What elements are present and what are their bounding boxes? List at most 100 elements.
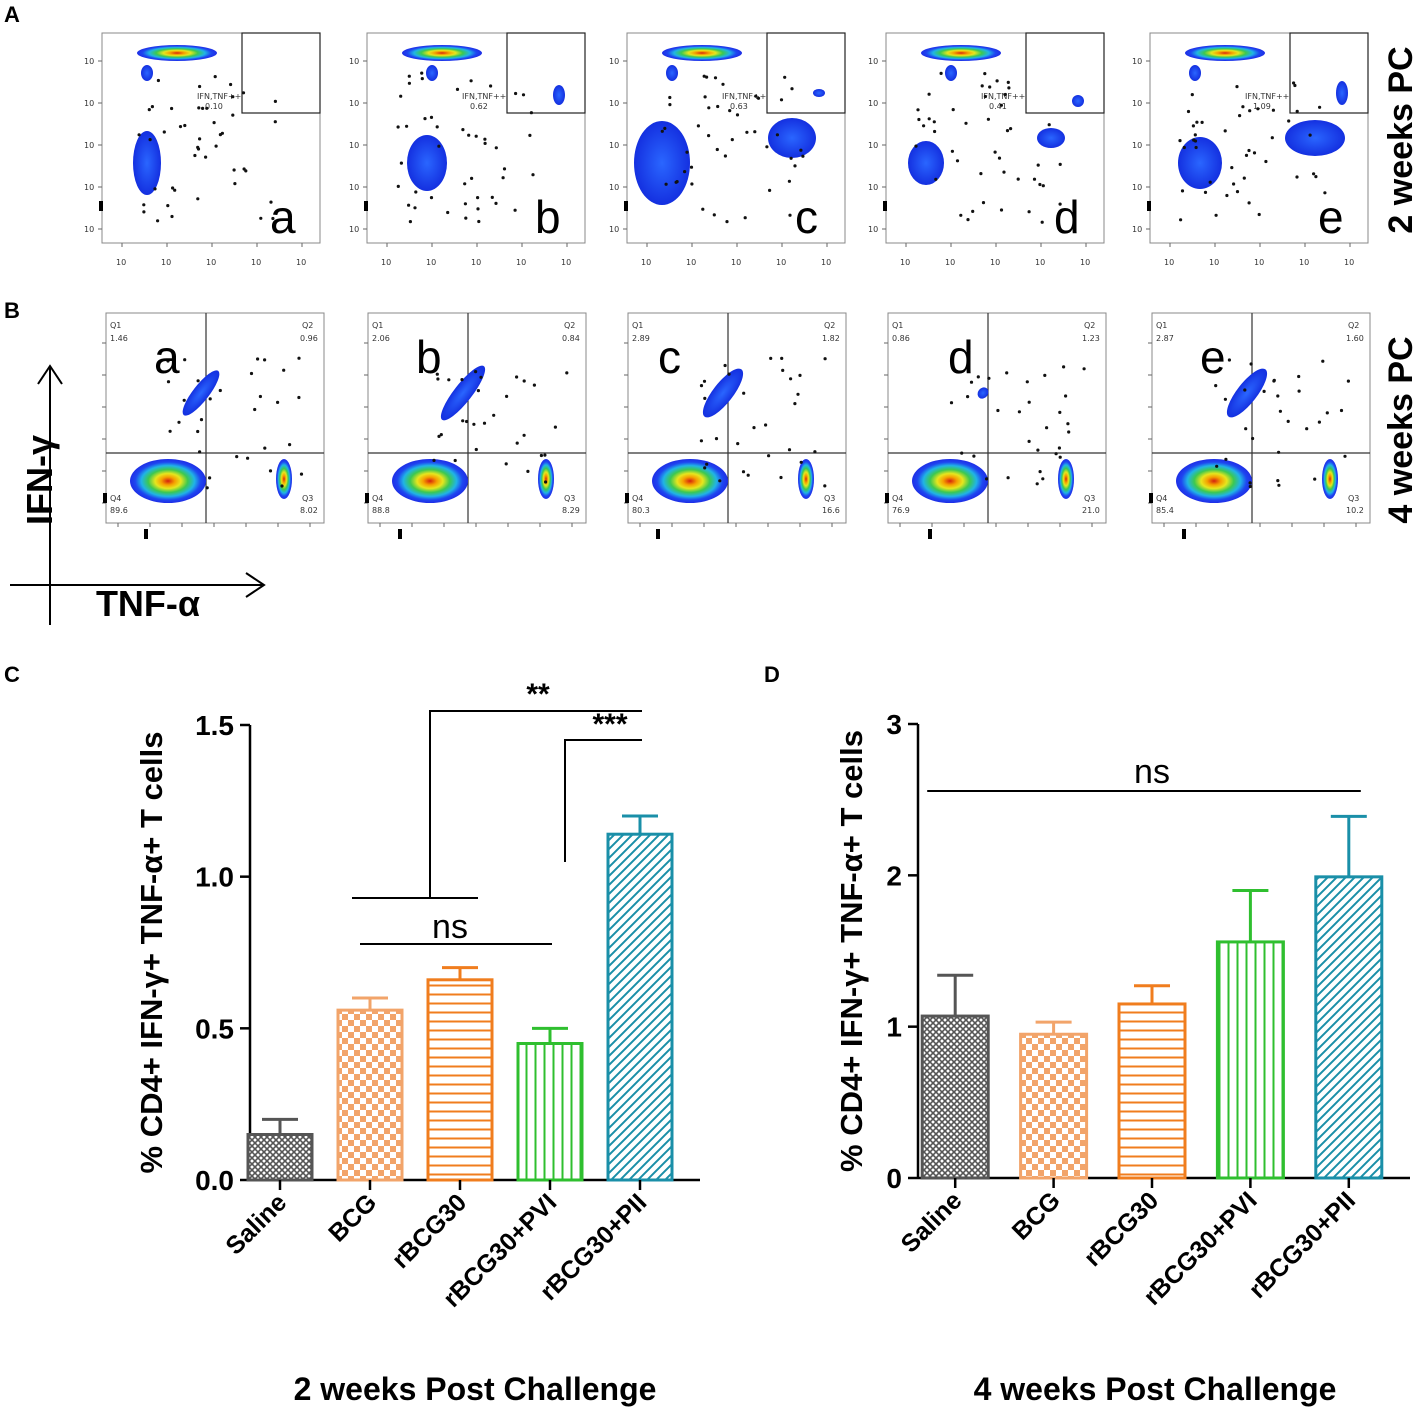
- quadrant-name: Q4: [110, 494, 121, 503]
- x-tick-label: 10: [821, 258, 831, 267]
- density-blob: [1322, 459, 1338, 499]
- panel-label-b: B: [4, 298, 20, 323]
- x-tick-label: 10: [296, 258, 306, 267]
- event-dots: [432, 370, 569, 484]
- flow-plot-a-a: 10 10 10 10 10 10 10 10 10 10 IFN,TNF++0.10 a: [84, 32, 321, 267]
- y-tick-label: 10: [868, 183, 878, 192]
- quadrant-name: Q4: [372, 494, 383, 503]
- density-blob: [130, 459, 206, 503]
- x-tick-label: 10: [1164, 258, 1174, 267]
- y-tick-label: 10: [868, 141, 878, 150]
- flow-plot-b-a: Q1 1.46 Q2 0.96 Q3 8.02 Q4 89.6 a: [102, 312, 325, 539]
- y-tick-label: 10: [1132, 99, 1142, 108]
- sig-label-ns: ns: [1134, 753, 1170, 791]
- x-tick-label: rBCG30+PII: [1243, 1186, 1361, 1304]
- y-tick-label: 10: [349, 225, 359, 234]
- density-blob: [798, 459, 814, 499]
- y-tick-label: 10: [84, 225, 94, 234]
- density-blob: [133, 131, 161, 195]
- y-tick-label: 10: [84, 57, 94, 66]
- density-blob: [813, 89, 825, 97]
- panel-label-c: C: [4, 662, 20, 687]
- x-tick-label: 10: [161, 258, 171, 267]
- plot-letter: d: [1054, 191, 1080, 243]
- plot-letter: e: [1318, 191, 1344, 243]
- plot-letter: c: [795, 191, 818, 243]
- density-blob: [634, 121, 690, 205]
- row-label-2-weeks: 2 weeks PC: [1382, 46, 1417, 233]
- density-blob: [945, 65, 957, 81]
- x-tick-label: 10: [1254, 258, 1264, 267]
- flow-axes-indicator: IFN-γ TNF-α: [10, 364, 266, 625]
- density-blob: [977, 387, 989, 399]
- flow-y-axis-label: IFN-γ: [19, 435, 60, 525]
- x-tick-label: 10: [945, 258, 955, 267]
- x-tick-label: 10: [900, 258, 910, 267]
- flow-plot-a-d: 10 10 10 10 10 10 10 10 10 10 IFN,TNF++0.41 d: [868, 32, 1105, 267]
- event-dots: [949, 365, 1086, 486]
- density-blob: [1226, 368, 1268, 418]
- y-tick-label: 10: [609, 225, 619, 234]
- density-blob: [1176, 459, 1252, 503]
- gate-box: [241, 32, 321, 114]
- quadrant-name: Q4: [892, 494, 903, 503]
- density-blob: [702, 368, 744, 418]
- flow-plot-a-c: 10 10 10 10 10 10 10 10 10 10 IFN,TNF++0.63 c: [609, 32, 846, 267]
- flow-row-b: Q1 1.46 Q2 0.96 Q3 8.02 Q4 89.6 a Q1 2.06 Q2 0.84 Q3 8…: [102, 312, 1371, 539]
- x-tick-label: 10: [1035, 258, 1045, 267]
- x-tick-label: rBCG30: [1079, 1186, 1165, 1272]
- event-dots: [914, 71, 1062, 224]
- bar-rbcg30-pvi: [1215, 940, 1285, 1180]
- quadrant-value-q1: 2.89: [632, 334, 650, 343]
- density-blob: [276, 459, 292, 499]
- quadrant-value-q3: 10.2: [1346, 506, 1364, 515]
- plot-frame: [366, 32, 586, 244]
- gate-value: 0.41: [989, 102, 1007, 111]
- x-tick-label: 10: [990, 258, 1000, 267]
- bar-saline: [920, 1014, 990, 1180]
- x-tick-label: 10: [641, 258, 651, 267]
- density-blob: [182, 370, 220, 416]
- density-blob: [1072, 95, 1084, 107]
- y-tick-label: 10: [84, 183, 94, 192]
- y-tick-label: 10: [1132, 141, 1142, 150]
- gate-name: IFN,TNF++: [722, 92, 766, 101]
- x-tick-label: 10: [471, 258, 481, 267]
- plot-letter: b: [535, 191, 561, 243]
- density-blob: [908, 141, 944, 185]
- quadrant-value-q3: 8.02: [300, 506, 318, 515]
- y-tick-label: 0.0: [195, 1165, 234, 1196]
- quadrant-value-q4: 85.4: [1156, 506, 1174, 515]
- plot-letter: d: [948, 331, 974, 383]
- row-label-4-weeks: 4 weeks PC: [1382, 336, 1417, 523]
- x-tick-label: 10: [1299, 258, 1309, 267]
- y-tick-label: 10: [84, 141, 94, 150]
- gate-value: 0.63: [730, 102, 748, 111]
- density-blob: [538, 459, 554, 499]
- quadrant-name: Q1: [632, 321, 643, 330]
- density-blob: [1058, 459, 1074, 499]
- gate-box: [1025, 32, 1105, 114]
- y-tick-label: 10: [868, 57, 878, 66]
- x-tick-label: 10: [776, 258, 786, 267]
- quadrant-name: Q2: [302, 321, 313, 330]
- density-blob: [137, 45, 217, 61]
- density-blob: [768, 118, 816, 158]
- quadrant-name: Q3: [564, 494, 575, 503]
- y-tick-label: 10: [868, 99, 878, 108]
- bar-bcg: [336, 1008, 404, 1182]
- bar-rbcg30-pii: [1314, 875, 1384, 1180]
- gate-value: 0.10: [205, 102, 223, 111]
- flow-plot-b-c: Q1 2.89 Q2 1.82 Q3 16.6 Q4 80.3 c: [624, 312, 847, 539]
- quadrant-name: Q2: [564, 321, 575, 330]
- x-axis-title: 2 weeks Post Challenge: [294, 1371, 657, 1407]
- x-tick-label: 10: [1344, 258, 1354, 267]
- quadrant-name: Q3: [1348, 494, 1359, 503]
- plot-letter: a: [154, 331, 180, 383]
- y-tick-label: 10: [84, 99, 94, 108]
- x-tick-label: BCG: [1007, 1186, 1066, 1245]
- plot-letter: a: [270, 191, 296, 243]
- y-tick-label: 10: [1132, 225, 1142, 234]
- x-tick-label: 10: [381, 258, 391, 267]
- quadrant-value-q2: 1.60: [1346, 334, 1364, 343]
